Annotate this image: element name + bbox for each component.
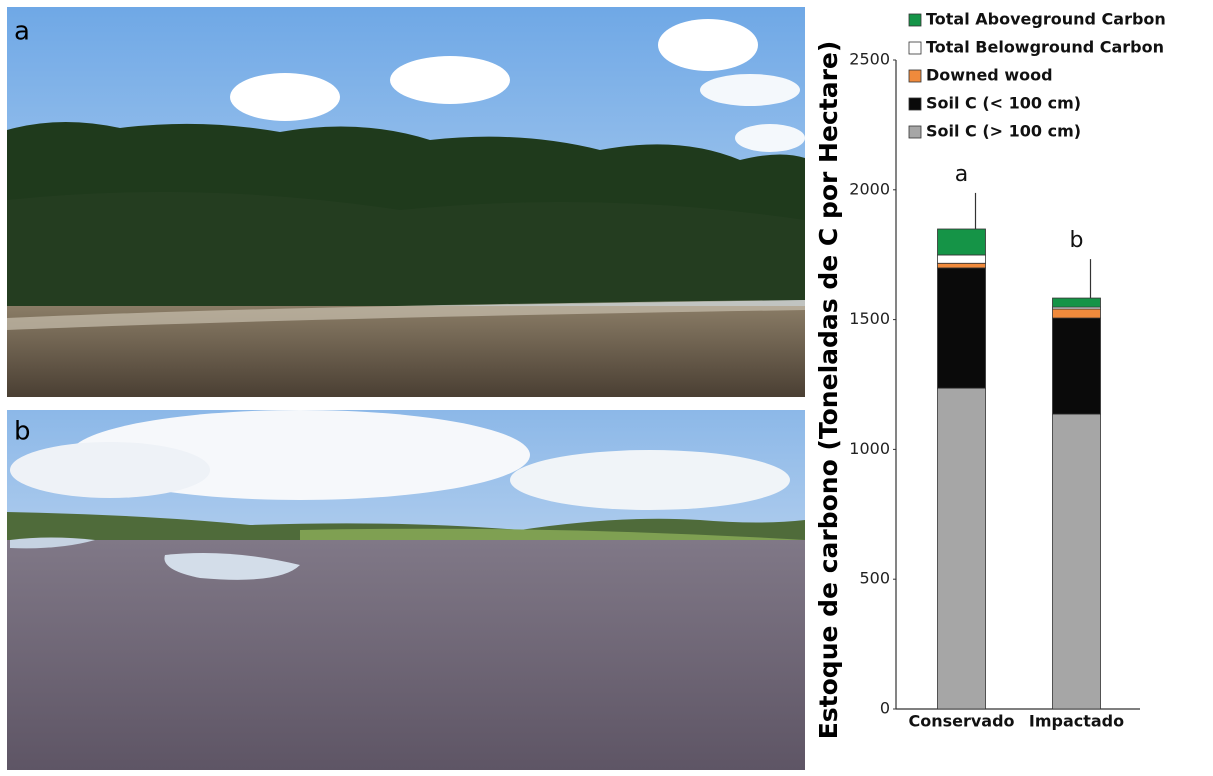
- bar-segment: [1053, 298, 1101, 307]
- bar-segment: [1053, 414, 1101, 709]
- significance-label: b: [1070, 228, 1084, 253]
- x-tick-label: Conservado: [908, 712, 1014, 731]
- photo-b: b: [7, 410, 805, 770]
- y-tick-label: 2500: [849, 50, 890, 69]
- panel-label: a: [14, 17, 30, 47]
- y-tick-label: 1000: [849, 439, 890, 458]
- bar-segment: [938, 263, 986, 268]
- bar-segment: [938, 268, 986, 388]
- x-tick-label: Impactado: [1029, 712, 1124, 731]
- y-axis-label: Estoque de carbono (Toneladas de C por H…: [814, 41, 843, 740]
- bar-segment: [1053, 309, 1101, 318]
- y-tick-label: 0: [880, 699, 890, 718]
- legend-marker: [909, 126, 921, 138]
- photo-a: a: [7, 7, 805, 397]
- legend-label: Soil C (< 100 cm): [926, 94, 1081, 113]
- legend-marker: [909, 98, 921, 110]
- legend-marker: [909, 14, 921, 26]
- legend-label: Downed wood: [926, 66, 1053, 85]
- legend-label: Soil C (> 100 cm): [926, 122, 1081, 141]
- bar-segment: [1053, 318, 1101, 414]
- panel-label: b: [14, 417, 31, 447]
- legend-marker: [909, 42, 921, 54]
- bar-segment: [938, 229, 986, 255]
- bar-segment: [938, 388, 986, 709]
- legend-label: Total Aboveground Carbon: [926, 10, 1166, 29]
- bar-segment: [938, 255, 986, 263]
- legend-label: Total Belowground Carbon: [926, 38, 1164, 57]
- legend-marker: [909, 70, 921, 82]
- significance-label: a: [955, 162, 968, 187]
- y-tick-label: 500: [859, 569, 890, 588]
- y-tick-label: 2000: [849, 179, 890, 198]
- chart: Estoque de carbono (Toneladas de C por H…: [814, 10, 1166, 740]
- y-tick-label: 1500: [849, 309, 890, 328]
- figure: a b Estoque de carbono (Toneladas de C p…: [0, 0, 1213, 772]
